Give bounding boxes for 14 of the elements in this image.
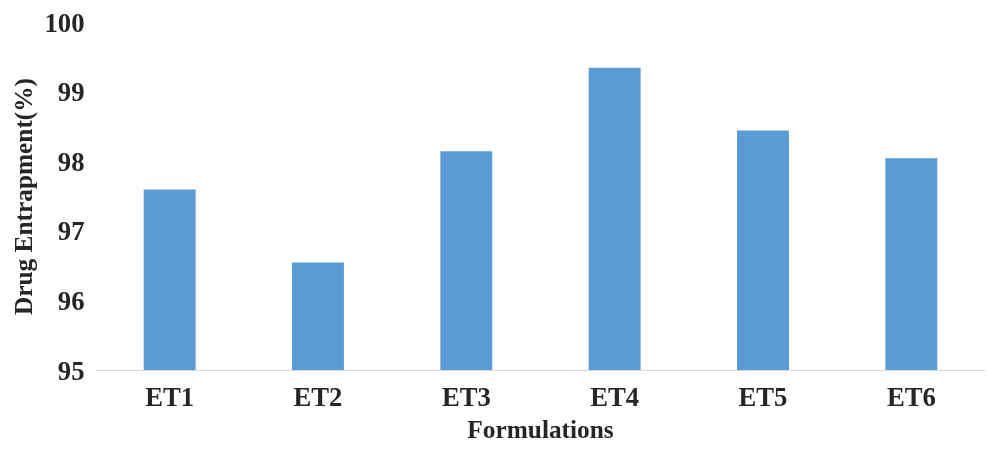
x-tick-label: ET3 (441, 381, 491, 412)
y-tick-label: 100 (44, 7, 85, 38)
y-tick-label: 95 (57, 355, 85, 386)
x-tick-label: ET6 (886, 381, 936, 412)
x-tick-label: ET5 (738, 381, 788, 412)
y-axis-title: Drug Entrapment(%) (8, 77, 38, 316)
x-tick-label: ET1 (145, 381, 195, 412)
x-axis-title: Formulations (467, 414, 614, 443)
x-tick-label: ET2 (293, 381, 343, 412)
y-tick-label: 96 (57, 285, 85, 316)
y-tick-label: 97 (57, 216, 85, 247)
y-tick-label: 99 (57, 77, 85, 108)
x-tick-label: ET4 (590, 381, 640, 412)
y-tick-label: 98 (57, 146, 85, 177)
